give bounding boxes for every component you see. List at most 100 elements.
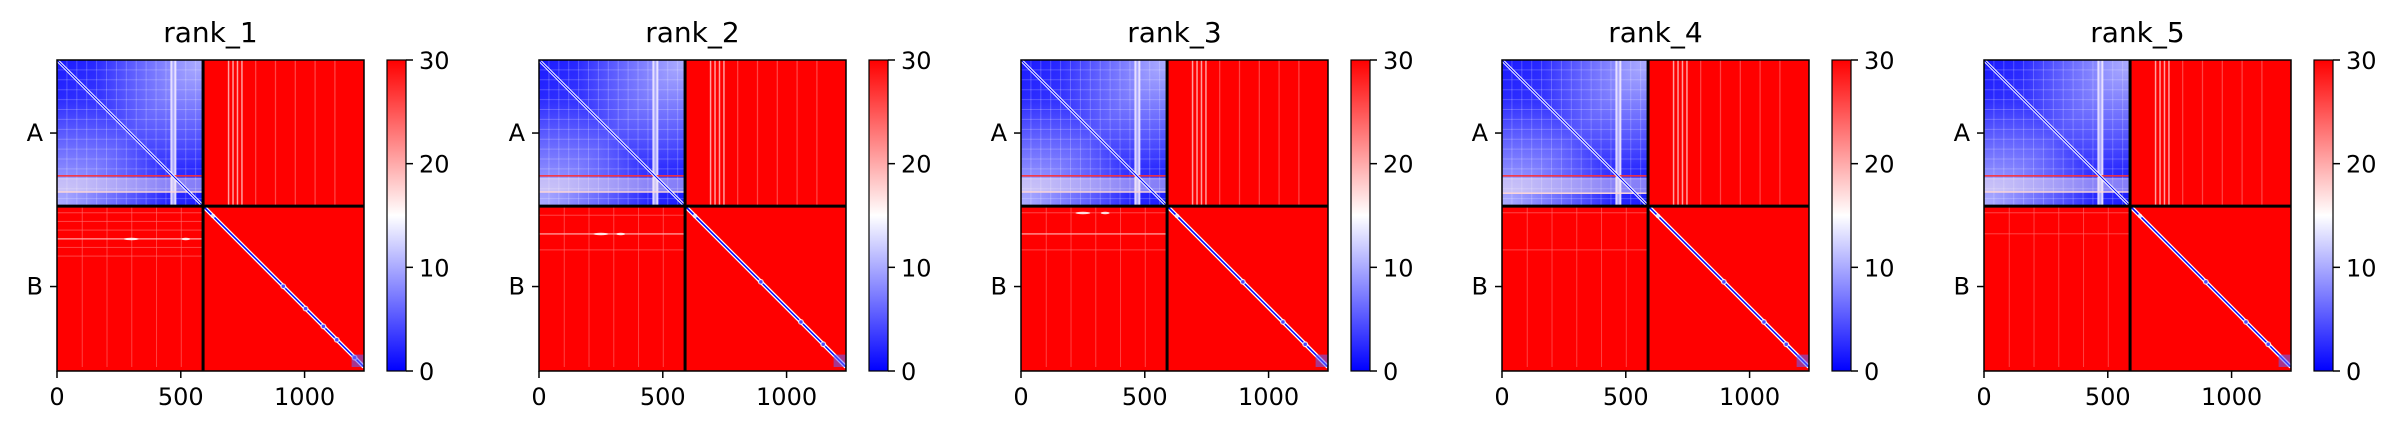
a-b-faint-stripe bbox=[2182, 60, 2184, 207]
x-tick-label: 0 bbox=[531, 383, 546, 411]
colorbar-tick-label: 0 bbox=[1383, 358, 1398, 386]
a-b-vertical-stripe bbox=[1677, 60, 1679, 207]
diagonal-b-knot-core bbox=[1722, 280, 1726, 284]
x-tick-label: 1000 bbox=[274, 383, 335, 411]
diagonal-b bbox=[1647, 205, 1809, 368]
a-stripe-fill bbox=[57, 177, 204, 192]
a-b-vertical-stripe bbox=[241, 60, 243, 207]
a-b-vertical-stripe bbox=[1205, 60, 1207, 207]
a-b-faint-stripe bbox=[1278, 60, 1280, 207]
b-a-vertical-line bbox=[2033, 206, 2035, 367]
panel-rank_3: rank_3 0 500 1000 A B 0 10 20 30 bbox=[991, 16, 1414, 411]
b-a-light-blob bbox=[616, 232, 626, 236]
diagonal-b-knot bbox=[1174, 213, 1180, 219]
colorbar-tick-label: 0 bbox=[1864, 358, 1879, 386]
heatmap bbox=[57, 60, 364, 371]
heatmap bbox=[539, 60, 846, 371]
x-tick-label: 0 bbox=[49, 383, 64, 411]
b-a-vertical-line bbox=[1576, 206, 1578, 367]
chain-label-A: A bbox=[27, 119, 44, 147]
a-horizontal-stripe bbox=[539, 191, 686, 193]
diagonal-b-knot-core bbox=[2266, 342, 2270, 346]
b-a-vertical-line bbox=[563, 206, 565, 367]
b-a-light-blob bbox=[181, 237, 191, 241]
a-b-faint-stripe bbox=[1779, 60, 1781, 207]
colorbar-tick-label: 20 bbox=[2346, 151, 2377, 179]
chain-label-A: A bbox=[1954, 119, 1971, 147]
diagonal-b-knot-core bbox=[1241, 280, 1245, 284]
b-a-vertical-line bbox=[662, 206, 664, 367]
chain-label-B: B bbox=[1954, 273, 1970, 301]
b-a-vertical-line bbox=[588, 206, 590, 367]
b-a-horizontal-line bbox=[57, 220, 204, 222]
b-b-corner-cluster bbox=[833, 354, 846, 367]
colorbar bbox=[2313, 59, 2334, 372]
axes-frame bbox=[1020, 59, 1329, 372]
a-b-vertical-stripe bbox=[1196, 60, 1198, 207]
b-a-vertical-line bbox=[613, 206, 615, 367]
diagonal-b bbox=[684, 205, 846, 368]
a-b-faint-stripe bbox=[274, 60, 277, 207]
b-b-corner-cluster bbox=[1315, 354, 1328, 367]
a-b-faint-stripe bbox=[314, 60, 316, 207]
b-a-vertical-line bbox=[156, 206, 158, 367]
colorbar-tick-label: 20 bbox=[1864, 151, 1895, 179]
colorbar-tick-label: 30 bbox=[1864, 47, 1895, 75]
a-horizontal-stripe bbox=[1984, 191, 2131, 193]
x-tick-label: 500 bbox=[158, 383, 204, 411]
a-b-faint-stripe bbox=[294, 60, 296, 207]
colorbar-tick-label: 0 bbox=[419, 358, 434, 386]
b-a-horizontal-line bbox=[1984, 233, 2131, 235]
chart-title: rank_3 bbox=[1127, 16, 1221, 49]
colorbar-tick-label: 10 bbox=[1864, 254, 1895, 282]
axes-frame bbox=[538, 59, 847, 372]
x-tick-label: 1000 bbox=[2201, 383, 2262, 411]
diagonal-b-knot-core bbox=[1303, 342, 1307, 346]
a-horizontal-stripe bbox=[57, 191, 204, 193]
b-b-corner-cluster bbox=[1796, 354, 1809, 367]
a-b-vertical-stripe bbox=[1681, 60, 1684, 207]
chart-title: rank_5 bbox=[2090, 16, 2184, 49]
a-b-faint-stripe bbox=[334, 60, 336, 207]
colorbar bbox=[1350, 59, 1371, 372]
x-tick-label: 1000 bbox=[1238, 383, 1299, 411]
diagonal-b bbox=[1166, 205, 1328, 368]
b-a-vertical-line bbox=[1526, 206, 1528, 367]
a-vertical-band-core bbox=[1136, 60, 1139, 207]
chain-label-B: B bbox=[509, 273, 525, 301]
b-a-vertical-line bbox=[1625, 206, 1627, 367]
b-a-horizontal-line bbox=[1984, 212, 2131, 214]
a-horizontal-stripe bbox=[1984, 175, 2131, 177]
b-a-horizontal-line bbox=[1502, 212, 1649, 214]
a-stripe-fill bbox=[1984, 177, 2131, 192]
b-a-vertical-line bbox=[2107, 206, 2109, 367]
a-horizontal-stripe bbox=[57, 175, 204, 177]
colorbar bbox=[1831, 59, 1852, 372]
b-a-horizontal-line bbox=[57, 212, 204, 214]
a-b-vertical-stripe bbox=[1191, 60, 1194, 207]
x-tick-label: 1000 bbox=[1719, 383, 1780, 411]
a-b-vertical-stripe bbox=[227, 60, 230, 207]
diagonal-b bbox=[2129, 205, 2291, 368]
axes-frame bbox=[1501, 59, 1810, 372]
a-b-faint-stripe bbox=[2241, 60, 2243, 207]
chain-label-B: B bbox=[27, 273, 43, 301]
colorbar-tick-label: 20 bbox=[901, 151, 932, 179]
x-tick-label: 500 bbox=[1603, 383, 1649, 411]
b-a-vertical-line bbox=[1095, 206, 1097, 367]
panel-rank_2: rank_2 0 500 1000 A B 0 10 20 30 bbox=[509, 16, 932, 411]
colorbar-tick-label: 20 bbox=[1383, 151, 1414, 179]
b-a-horizontal-line bbox=[539, 214, 686, 216]
b-a-vertical-line bbox=[131, 206, 133, 367]
axes-frame bbox=[56, 59, 365, 372]
panel-rank_4: rank_4 0 500 1000 A B 0 10 20 30 bbox=[1472, 16, 1895, 411]
a-b-faint-stripe bbox=[1759, 60, 1761, 207]
diagonal-a bbox=[1984, 60, 2131, 207]
diagonal-b-knot-core bbox=[335, 338, 339, 342]
b-a-light-blob bbox=[1075, 211, 1091, 215]
b-a-vertical-line bbox=[1070, 206, 1072, 367]
diagonal-b-knot-core bbox=[2204, 280, 2208, 284]
colorbar-tick-label: 30 bbox=[419, 47, 450, 75]
chart-title: rank_1 bbox=[163, 16, 257, 49]
